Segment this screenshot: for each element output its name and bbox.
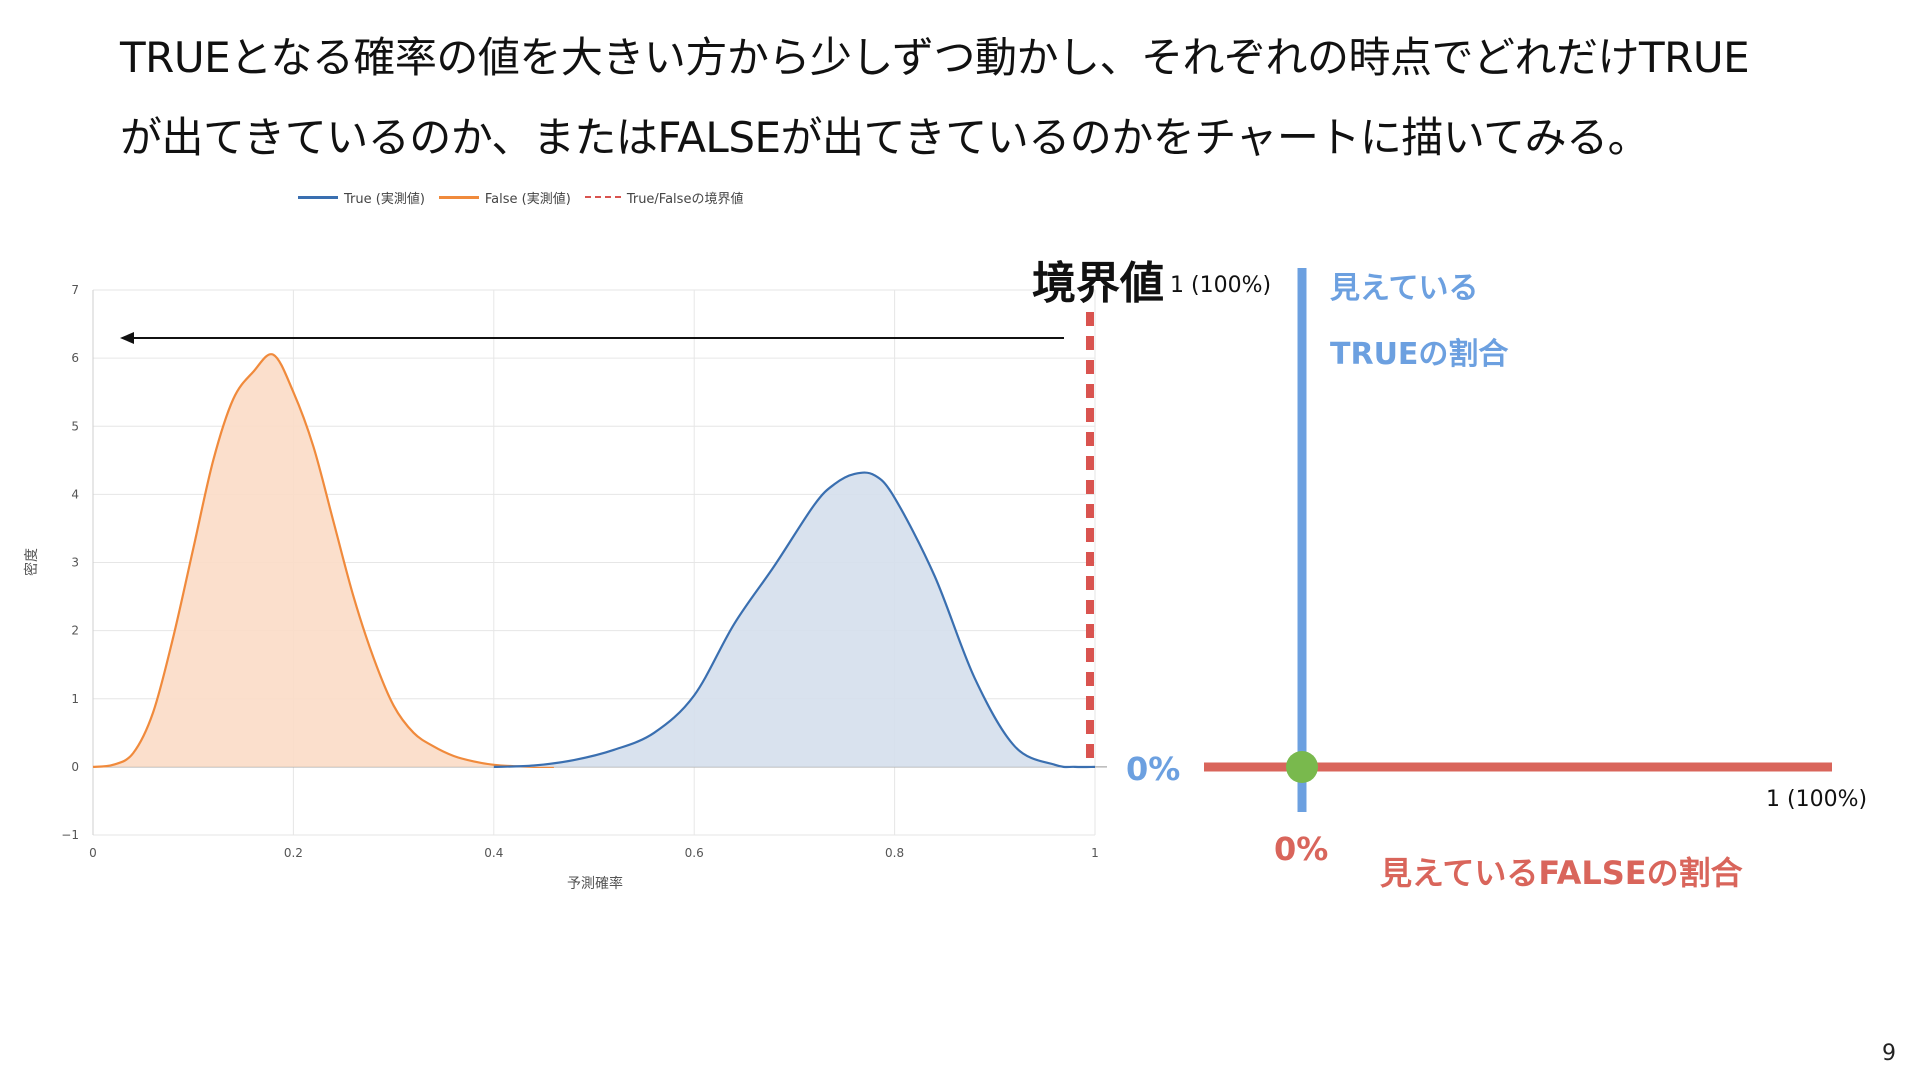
y-tick-label: 6 [71,351,79,365]
legend-swatch-false [438,195,479,199]
slide-heading: TRUEとなる確率の値を大きい方から少しずつ動かし、それぞれの時点でどれだけTR… [120,18,1840,178]
legend-swatch-true [298,195,338,199]
series-false [92,353,554,769]
x-tick-label: 0.4 [484,846,503,860]
true-rate-label-line1: 見えている [1330,271,1479,306]
threshold-label: 境界値 [1032,258,1164,309]
true-rate-label-line2: TRUEの割合 [1330,337,1508,372]
area-layer [92,353,1096,769]
series-true-area [493,472,1095,768]
y-tick-label: 5 [71,419,79,433]
tick-layer: 0 0.2 0.4 0.6 0.8 1 −1 0 1 2 3 4 5 6 7 [61,283,1099,860]
y-tick-label: 3 [71,556,79,570]
x-tick-label: 1 [1091,846,1099,860]
series-true-line [493,471,1096,769]
x-tick-label: 0 [89,846,97,860]
legend-item-threshold[interactable]: True/Falseの境界値 [584,188,744,207]
series-false-line [92,353,554,769]
chart-legend: True (実測値) False (実測値) True/Falseの境界値 [298,186,743,208]
legend-item-false[interactable]: False (実測値) [438,188,571,207]
y-axis-label: 密度 [23,548,40,576]
x-tick-label: 0.8 [885,846,904,860]
legend-item-true[interactable]: True (実測値) [298,188,425,207]
series-false-area [93,354,554,767]
y-tick-label: 4 [71,487,79,501]
x-axis-label: 予測確率 [567,875,623,892]
true-axis-max-label: 1 (100%) [1170,273,1271,298]
y-tick-label: −1 [61,828,79,842]
x-tick-label: 0.2 [284,846,303,860]
origin-point[interactable] [1286,751,1318,783]
x-tick-label: 0.6 [685,846,704,860]
y-tick-label: 2 [71,624,79,638]
direction-arrow-head [120,332,134,344]
false-rate-label: 見えているFALSEの割合 [1380,854,1743,892]
y-tick-label: 7 [71,283,79,297]
false-axis-max-label: 1 (100%) [1766,787,1867,812]
false-axis-min-label: 0% [1274,830,1328,868]
page-number: 9 [1882,1041,1896,1066]
legend-label-true: True (実測値) [344,191,425,207]
legend-label-false: False (実測値) [484,191,571,207]
heading-line-2: が出てきているのか、またはFALSEが出てきているのかをチャートに描いてみる。 [120,113,1650,162]
legend-label-threshold: True/Falseの境界値 [626,191,744,207]
series-true [493,471,1096,769]
heading-line-1: TRUEとなる確率の値を大きい方から少しずつ動かし、それぞれの時点でどれだけTR… [120,33,1750,82]
direction-arrow [120,332,1064,344]
legend-swatch-threshold [584,196,621,198]
y-tick-label: 1 [71,692,79,706]
y-tick-label: 0 [71,760,79,774]
true-axis-min-label: 0% [1126,750,1180,788]
